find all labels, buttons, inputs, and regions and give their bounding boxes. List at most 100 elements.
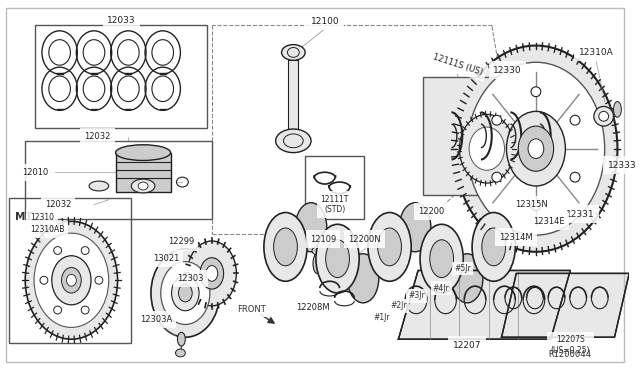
Text: 12331: 12331 [566, 210, 595, 219]
Ellipse shape [274, 228, 298, 266]
Ellipse shape [614, 102, 621, 117]
Ellipse shape [469, 127, 504, 170]
Ellipse shape [89, 181, 109, 191]
Ellipse shape [399, 203, 431, 252]
Ellipse shape [54, 306, 61, 314]
Text: 12310: 12310 [30, 213, 54, 222]
Ellipse shape [482, 228, 506, 266]
Ellipse shape [264, 212, 307, 281]
Ellipse shape [52, 256, 91, 305]
Bar [289, 60, 298, 129]
Ellipse shape [95, 276, 103, 284]
Ellipse shape [295, 203, 327, 252]
Ellipse shape [206, 266, 218, 281]
Ellipse shape [467, 62, 605, 235]
Bar [25, 141, 212, 219]
Text: 12032: 12032 [84, 132, 111, 141]
Ellipse shape [188, 241, 236, 306]
Ellipse shape [177, 332, 186, 346]
Text: 12200N: 12200N [348, 234, 380, 244]
Ellipse shape [472, 212, 515, 281]
Text: MT: MT [15, 212, 33, 222]
Ellipse shape [179, 284, 192, 302]
Text: #1Jr: #1Jr [374, 313, 390, 322]
Ellipse shape [492, 115, 502, 125]
Text: 12200: 12200 [418, 207, 444, 216]
Ellipse shape [172, 275, 199, 311]
Text: 12207: 12207 [453, 341, 481, 350]
Bar [423, 77, 550, 195]
Text: R1200044: R1200044 [548, 350, 592, 359]
Text: 12208M: 12208M [296, 303, 330, 312]
Text: 13021: 13021 [153, 254, 179, 263]
Bar [35, 25, 207, 128]
Bar [305, 155, 364, 219]
Bar [8, 198, 131, 343]
Text: 12330: 12330 [493, 65, 522, 75]
Text: 12314M: 12314M [499, 232, 533, 241]
Text: 12314E: 12314E [533, 217, 564, 226]
Ellipse shape [25, 221, 118, 339]
Text: #2Jr: #2Jr [390, 301, 407, 310]
Ellipse shape [518, 126, 554, 171]
Ellipse shape [460, 114, 515, 183]
Text: 12207S
(US=0.25): 12207S (US=0.25) [550, 336, 590, 355]
Text: 12310A: 12310A [579, 48, 613, 57]
Ellipse shape [326, 240, 349, 278]
Ellipse shape [492, 172, 502, 182]
Text: 12010: 12010 [22, 168, 49, 177]
Ellipse shape [54, 247, 61, 254]
Text: 12303A: 12303A [140, 315, 172, 324]
Ellipse shape [40, 276, 48, 284]
Ellipse shape [451, 254, 483, 303]
Ellipse shape [282, 45, 305, 60]
Ellipse shape [151, 249, 220, 337]
Ellipse shape [116, 145, 171, 160]
Text: 12111T
(STD): 12111T (STD) [321, 195, 349, 214]
Ellipse shape [200, 258, 223, 289]
Ellipse shape [378, 228, 401, 266]
Polygon shape [399, 270, 570, 339]
Text: #4Jr: #4Jr [433, 283, 449, 293]
Text: 12109: 12109 [310, 234, 336, 244]
Ellipse shape [348, 254, 379, 303]
Ellipse shape [61, 267, 81, 293]
Ellipse shape [81, 247, 89, 254]
Text: 12303: 12303 [177, 274, 204, 283]
Ellipse shape [175, 349, 186, 357]
Ellipse shape [506, 111, 565, 186]
Ellipse shape [420, 224, 463, 293]
Ellipse shape [528, 139, 544, 158]
Ellipse shape [67, 275, 76, 286]
Ellipse shape [430, 240, 454, 278]
Text: #5Jr: #5Jr [454, 264, 471, 273]
Ellipse shape [131, 179, 155, 193]
Text: 12033: 12033 [107, 16, 136, 25]
Ellipse shape [161, 262, 210, 324]
Polygon shape [502, 273, 629, 337]
Ellipse shape [570, 172, 580, 182]
Text: 12299: 12299 [168, 237, 194, 247]
Ellipse shape [531, 201, 541, 211]
Ellipse shape [531, 87, 541, 97]
Text: 12315N: 12315N [515, 200, 547, 209]
Ellipse shape [276, 129, 311, 153]
Text: 12032: 12032 [45, 200, 71, 209]
Text: 12310AB: 12310AB [30, 225, 65, 234]
Ellipse shape [570, 115, 580, 125]
Text: FRONT: FRONT [237, 305, 266, 314]
Ellipse shape [368, 212, 412, 281]
Ellipse shape [312, 247, 322, 255]
Ellipse shape [81, 306, 89, 314]
Ellipse shape [316, 224, 359, 293]
Bar [116, 153, 171, 192]
Text: 12100: 12100 [310, 16, 339, 26]
Ellipse shape [454, 45, 618, 252]
Ellipse shape [599, 111, 609, 121]
Text: 12333: 12333 [607, 161, 636, 170]
Text: 12111S (US): 12111S (US) [431, 52, 483, 77]
Ellipse shape [594, 106, 614, 126]
Ellipse shape [138, 182, 148, 190]
Text: #3Jr: #3Jr [408, 292, 425, 301]
Ellipse shape [313, 254, 321, 273]
